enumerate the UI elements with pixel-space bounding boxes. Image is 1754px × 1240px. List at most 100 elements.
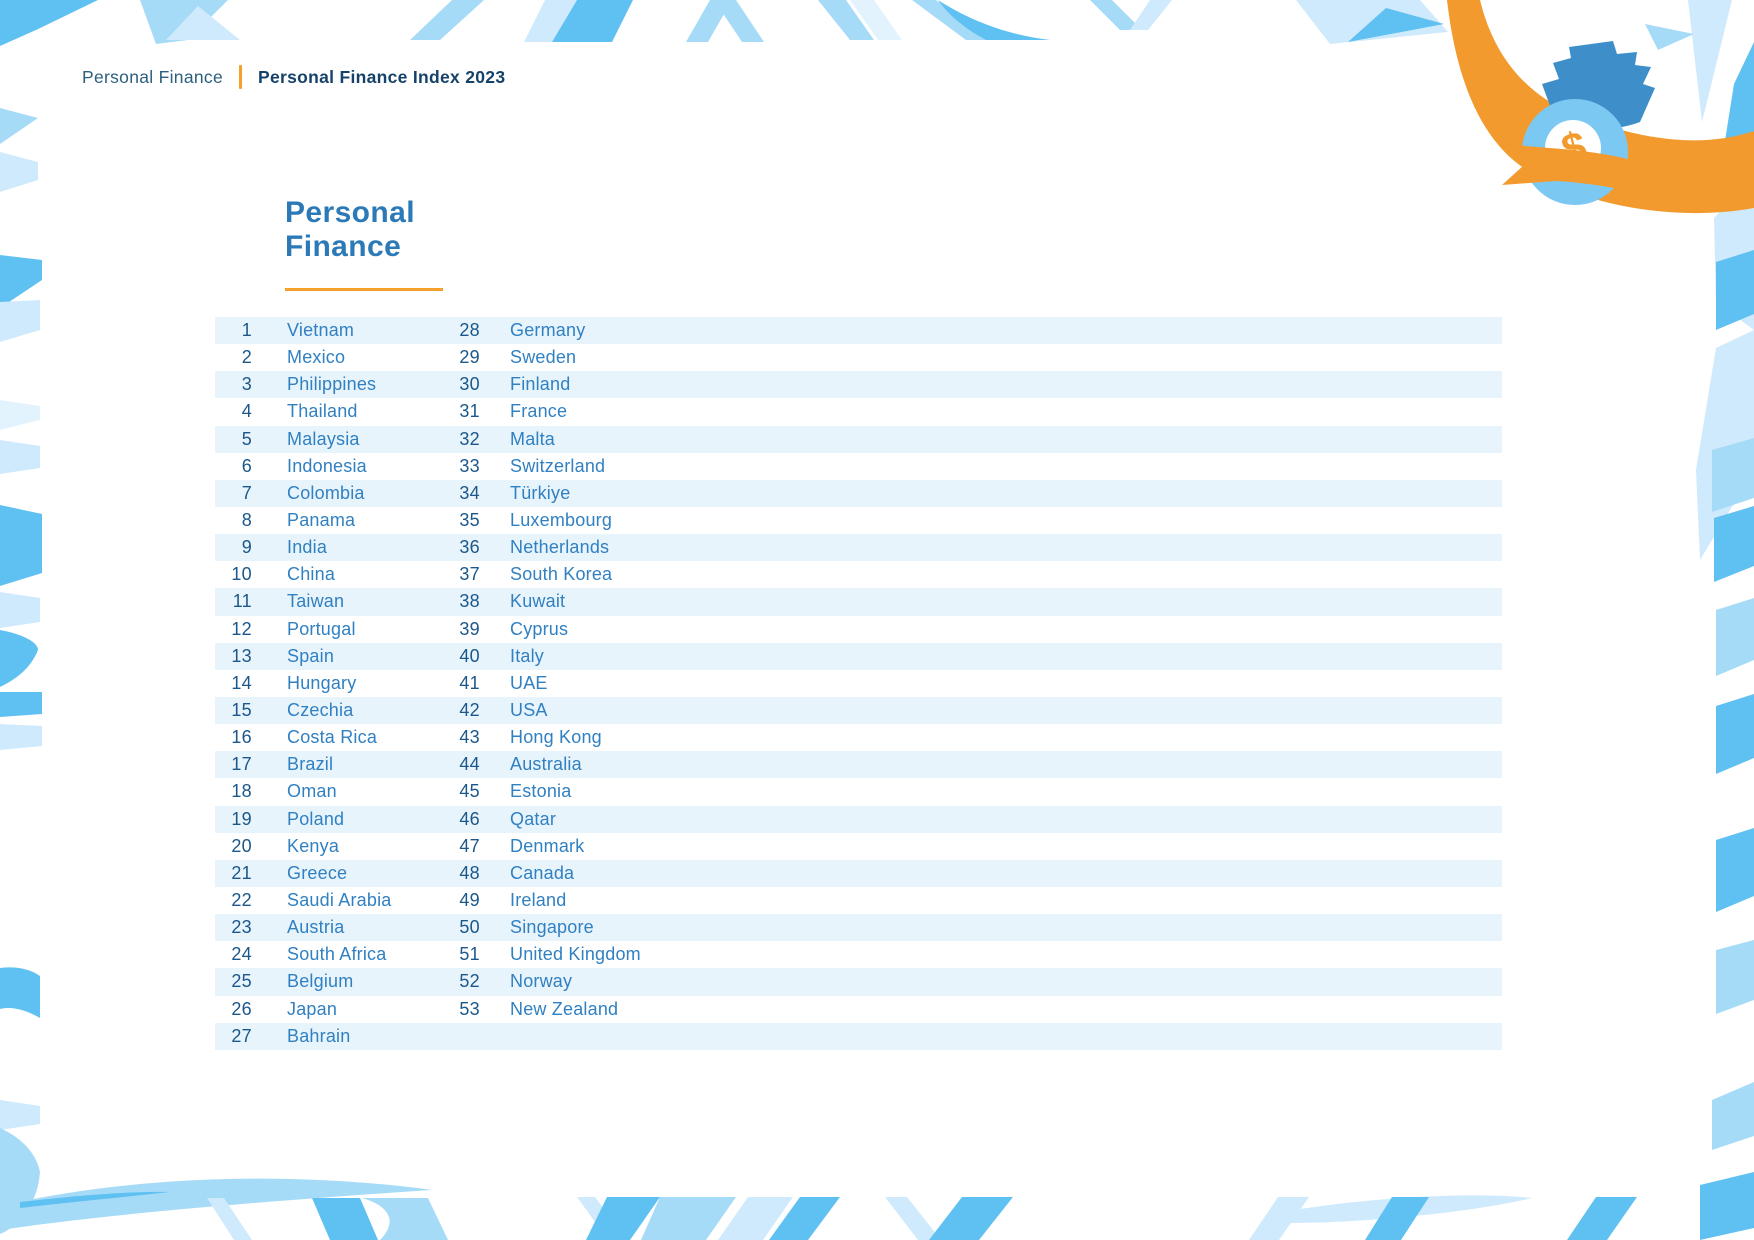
country-cell: USA xyxy=(510,700,548,721)
table-row: 24 South Africa 51 United Kingdom xyxy=(215,941,1502,968)
rank-cell: 44 xyxy=(459,754,480,775)
country-cell: Thailand xyxy=(287,401,358,422)
table-row: 9 India 36 Netherlands xyxy=(215,534,1502,562)
rank-cell: 33 xyxy=(459,455,480,476)
rank-cell: 43 xyxy=(459,727,480,748)
country-cell: Poland xyxy=(287,808,345,829)
country-cell: Denmark xyxy=(510,835,585,856)
top-border-ribbons xyxy=(0,0,1754,330)
table-row: 15 Czechia 42 USA xyxy=(215,696,1502,725)
country-cell: Sweden xyxy=(510,347,577,368)
rank-cell: 4 xyxy=(241,401,252,422)
country-cell: Italy xyxy=(510,645,545,666)
country-cell: Finland xyxy=(510,374,571,395)
table-row: 25 Belgium 52 Norway xyxy=(215,968,1502,996)
country-cell: France xyxy=(510,401,568,422)
country-cell: Austria xyxy=(287,917,345,938)
right-border-ribbons xyxy=(1696,250,1754,1240)
rank-cell: 40 xyxy=(459,645,480,666)
country-cell: Canada xyxy=(510,862,575,883)
table-row: 26 Japan 53 New Zealand xyxy=(215,996,1502,1023)
country-cell: Indonesia xyxy=(287,455,367,476)
country-cell: Kenya xyxy=(287,835,340,856)
rank-cell: 41 xyxy=(459,672,480,693)
country-cell: Switzerland xyxy=(510,455,606,476)
country-cell: Belgium xyxy=(287,971,354,992)
country-cell: Colombia xyxy=(287,482,365,503)
rank-cell: 50 xyxy=(459,917,480,938)
country-cell: Saudi Arabia xyxy=(287,890,392,911)
table-row: 7 Colombia 34 Türkiye xyxy=(215,479,1502,507)
rank-cell: 9 xyxy=(241,537,252,558)
rank-cell: 47 xyxy=(459,835,480,856)
country-cell: Netherlands xyxy=(510,537,610,558)
rank-cell: 48 xyxy=(459,862,480,883)
page-title-line1: Personal xyxy=(285,196,415,229)
rank-cell: 46 xyxy=(459,808,480,829)
table-row: 12 Portugal 39 Cyprus xyxy=(215,616,1502,643)
rank-cell: 15 xyxy=(231,700,252,721)
rank-cell: 22 xyxy=(231,890,252,911)
country-cell: China xyxy=(287,564,336,585)
country-cell: Australia xyxy=(510,754,582,775)
table-row: 11 Taiwan 38 Kuwait xyxy=(215,588,1502,616)
table-row: 3 Philippines 30 Finland xyxy=(215,371,1502,399)
breadcrumb: Personal Finance Personal Finance Index … xyxy=(82,62,505,92)
country-cell: New Zealand xyxy=(510,998,619,1019)
table-row: 10 China 37 South Korea xyxy=(215,561,1502,588)
table-row: 18 Oman 45 Estonia xyxy=(215,778,1502,805)
table-row: 16 Costa Rica 43 Hong Kong xyxy=(215,724,1502,751)
rank-cell: 7 xyxy=(241,482,252,503)
country-cell: Philippines xyxy=(287,374,377,395)
country-cell: Vietnam xyxy=(287,320,355,341)
rank-cell: 31 xyxy=(459,401,480,422)
country-cell: Spain xyxy=(287,645,335,666)
breadcrumb-divider-bar xyxy=(239,65,242,89)
rank-cell: 1 xyxy=(241,320,252,341)
table-row: 23 Austria 50 Singapore xyxy=(215,914,1502,942)
rank-cell: 32 xyxy=(459,428,480,449)
table-row: 19 Poland 46 Qatar xyxy=(215,805,1502,833)
table-row: 20 Kenya 47 Denmark xyxy=(215,833,1502,860)
country-cell: Oman xyxy=(287,781,337,802)
left-border-ribbons xyxy=(0,108,42,1234)
rank-cell: 34 xyxy=(459,482,480,503)
rank-cell: 8 xyxy=(241,510,252,531)
rank-cell: 20 xyxy=(231,835,252,856)
rank-cell: 51 xyxy=(459,944,480,965)
country-cell: Norway xyxy=(510,971,573,992)
rank-cell: 53 xyxy=(459,998,480,1019)
rank-cell: 24 xyxy=(231,944,252,965)
table-row: 5 Malaysia 32 Malta xyxy=(215,425,1502,453)
country-cell: India xyxy=(287,537,328,558)
rank-cell: 2 xyxy=(241,347,252,368)
country-cell: Kuwait xyxy=(510,591,566,612)
table-row: 6 Indonesia 33 Switzerland xyxy=(215,453,1502,480)
breadcrumb-page: Personal Finance Index 2023 xyxy=(258,66,506,87)
rank-cell: 45 xyxy=(459,781,480,802)
table-row: 8 Panama 35 Luxembourg xyxy=(215,507,1502,534)
rank-cell: 37 xyxy=(459,564,480,585)
rank-cell: 27 xyxy=(231,1025,252,1046)
rank-cell: 18 xyxy=(231,781,252,802)
country-cell: Malaysia xyxy=(287,428,360,449)
table-row: 21 Greece 48 Canada xyxy=(215,859,1502,887)
rank-cell: 10 xyxy=(231,564,252,585)
country-cell: Portugal xyxy=(287,618,356,639)
table-row: 4 Thailand 31 France xyxy=(215,398,1502,425)
table-row: 2 Mexico 29 Sweden xyxy=(215,344,1502,371)
page-title-line2: Finance xyxy=(285,230,402,263)
rank-cell: 23 xyxy=(231,917,252,938)
rank-cell: 49 xyxy=(459,890,480,911)
country-cell: UAE xyxy=(510,672,548,693)
table-row: 27 Bahrain xyxy=(215,1022,1502,1050)
ranking-table: 1 Vietnam 28 Germany 2 Mexico 29 Sweden 3 Philipp… xyxy=(215,317,1502,1050)
country-cell: Bahrain xyxy=(287,1025,351,1046)
rank-cell: 17 xyxy=(231,754,252,775)
rank-cell: 5 xyxy=(241,428,252,449)
rank-cell: 11 xyxy=(232,591,252,612)
rank-cell: 35 xyxy=(459,510,480,531)
country-cell: Panama xyxy=(287,510,356,531)
